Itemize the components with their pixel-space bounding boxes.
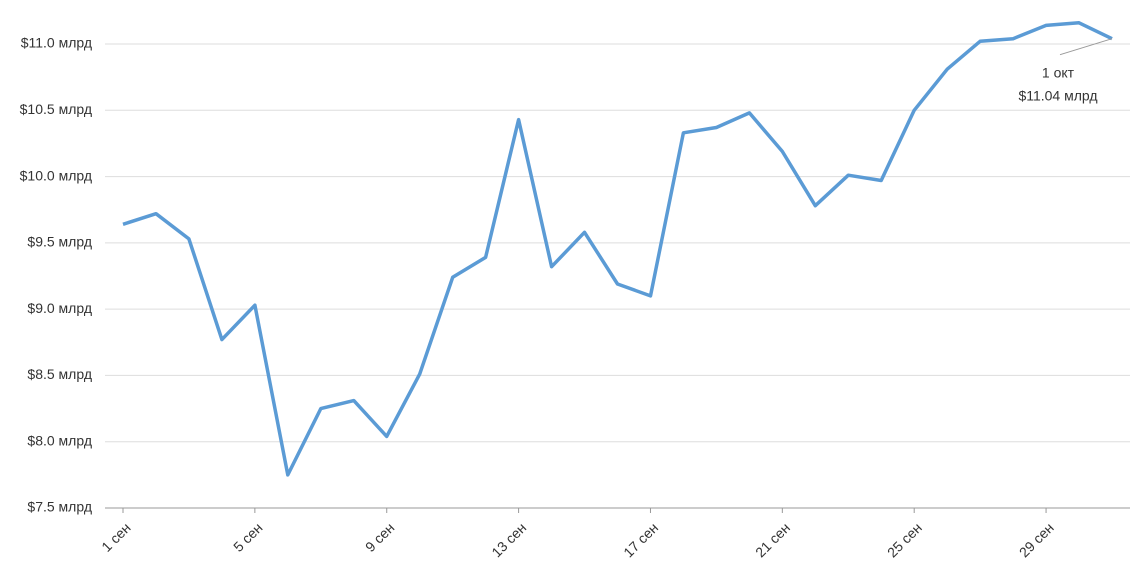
y-tick-label: $10.0 млрд <box>20 167 92 183</box>
x-tick-label: 29 сен <box>1016 519 1057 560</box>
y-tick-label: $9.5 млрд <box>27 234 92 250</box>
annotation-text: 1 окт <box>1042 65 1075 81</box>
x-tick-label: 21 сен <box>752 519 793 560</box>
annotation-pointer <box>1059 38 1113 56</box>
x-tick-label: 1 сен <box>98 519 133 554</box>
y-tick-label: $11.0 млрд <box>21 35 92 51</box>
x-tick-label: 9 сен <box>362 519 397 554</box>
annotation-text: $11.04 млрд <box>1018 88 1097 104</box>
x-tick-label: 25 сен <box>884 519 925 560</box>
y-tick-label: $10.5 млрд <box>20 101 92 117</box>
y-tick-label: $7.5 млрд <box>27 499 92 515</box>
x-tick-label: 5 сен <box>230 519 265 554</box>
y-tick-label: $9.0 млрд <box>27 300 92 316</box>
y-tick-label: $8.5 млрд <box>27 366 92 382</box>
x-tick-label: 17 сен <box>620 519 661 560</box>
data-line <box>122 21 1113 477</box>
x-tick-label: 13 сен <box>488 519 529 560</box>
y-tick-label: $8.0 млрд <box>27 432 92 448</box>
